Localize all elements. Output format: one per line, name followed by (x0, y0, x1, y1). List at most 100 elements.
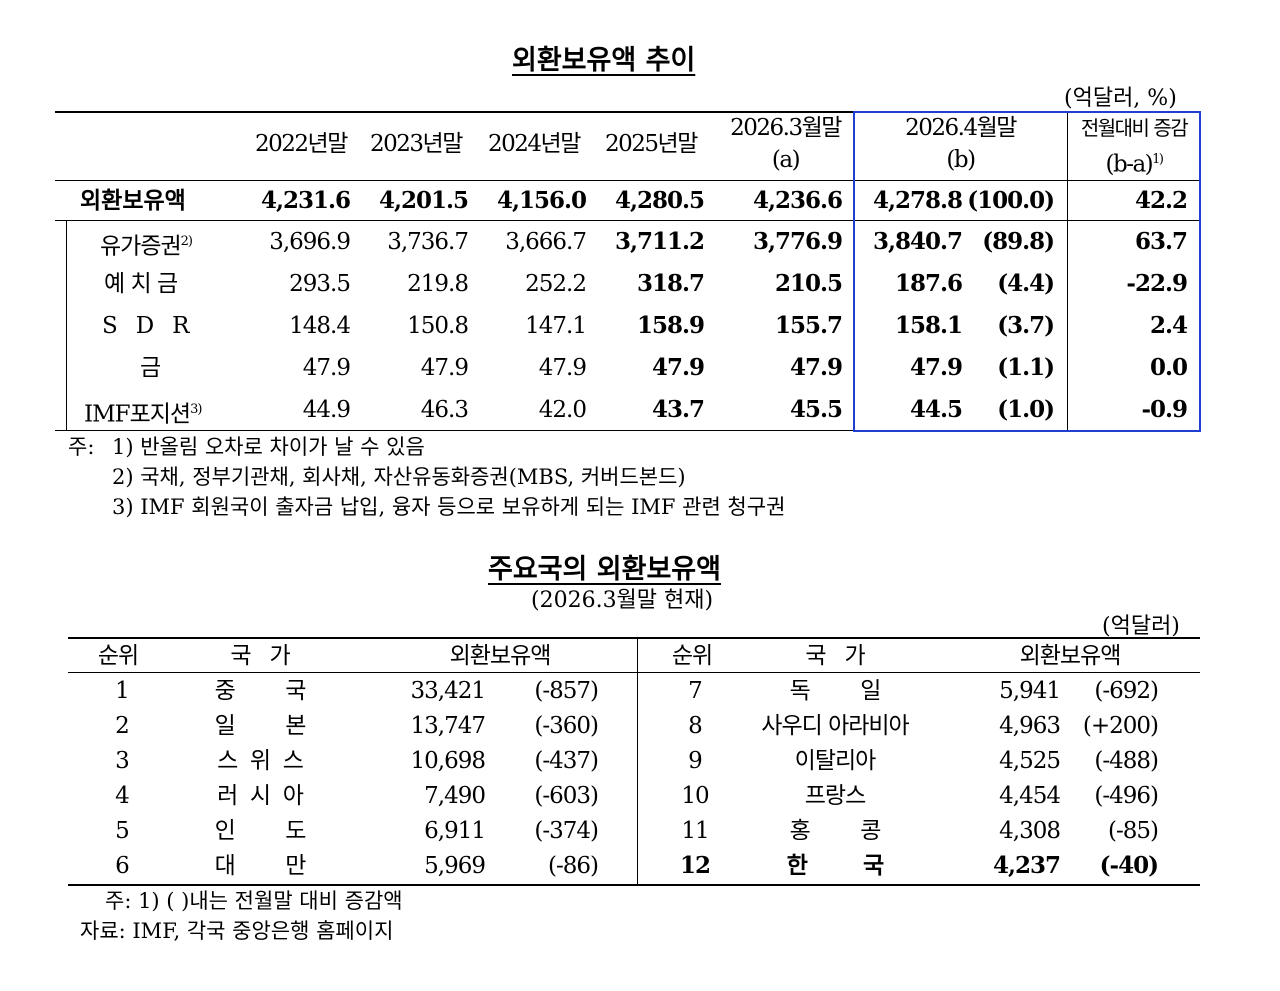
cell-2024: 252.2 (525, 271, 587, 297)
country-cell-right: 프랑스 (804, 783, 866, 809)
header-rule (55, 180, 1200, 181)
rank-cell-right: 12 (679, 852, 711, 879)
change-cell: (-603) (534, 783, 599, 809)
cell-2023: 46.3 (420, 397, 469, 423)
cell-apr: 158.1 (894, 312, 963, 339)
cell-share: (1.0) (997, 396, 1055, 423)
table-top-rule (55, 111, 1200, 113)
change-cell-right: (-496) (1094, 783, 1159, 809)
reserves-note-2: 2) 국채, 정부기관채, 회사채, 자산유동화증권(MBS, 커버드본드) (112, 465, 686, 489)
amount-cell: 13,747 (410, 713, 486, 739)
change-cell-right: (-488) (1094, 748, 1159, 774)
country-cell: 대 만 (214, 853, 307, 879)
cell-2025: 4,280.5 (614, 187, 705, 214)
amount-cell: 6,911 (424, 818, 486, 844)
row-label: 금 (140, 353, 161, 383)
row-label: 유가증권2) (100, 227, 193, 260)
cell-2022: 148.4 (289, 313, 351, 339)
cell-share: (100.0) (967, 187, 1055, 214)
amount-cell-right: 4,963 (999, 713, 1061, 739)
sub-items-left-rule (66, 221, 67, 430)
row-label-text: 유가증권 (100, 233, 182, 260)
row-label: 외환보유액 (80, 186, 186, 216)
country-header-left: 국 가 (230, 643, 290, 669)
change-cell: (-857) (534, 678, 599, 704)
ranking-title: 주요국의 외환보유액 (488, 554, 721, 585)
cell-2023: 47.9 (420, 355, 469, 381)
col-apr-line1: 2026.4월말 (905, 115, 1017, 141)
cell-mar: 47.9 (789, 354, 843, 381)
country-cell: 중 국 (214, 678, 307, 704)
change-cell: (-437) (534, 748, 599, 774)
row-label: S D R (102, 311, 189, 341)
cell-apr: 187.6 (894, 270, 963, 297)
cell-change: 63.7 (1134, 228, 1188, 255)
row-label-sup: 3) (190, 402, 202, 417)
cell-change: 0.0 (1149, 354, 1188, 381)
change-cell: (-374) (534, 818, 599, 844)
cell-apr: 47.9 (909, 354, 963, 381)
col-2025: 2025년말 (605, 131, 698, 157)
col-2023: 2023년말 (370, 131, 463, 157)
amount-cell: 33,421 (410, 678, 486, 704)
row-label-sup: 2) (180, 234, 193, 249)
ranking-subtitle: (2026.3월말 현재) (531, 588, 714, 613)
cell-2024: 42.0 (538, 397, 587, 423)
cell-mar: 4,236.6 (752, 187, 843, 214)
country-header-right: 국 가 (805, 643, 865, 669)
cell-2022: 44.9 (302, 397, 351, 423)
change-cell: (-86) (548, 853, 599, 879)
cell-2024: 4,156.0 (496, 187, 587, 214)
rank-cell-right: 11 (681, 818, 709, 844)
ranking-header-rule (68, 672, 1200, 673)
amount-cell: 7,490 (424, 783, 486, 809)
cell-mar: 210.5 (774, 270, 843, 297)
cell-2023: 150.8 (407, 313, 469, 339)
rank-cell: 6 (115, 853, 130, 879)
country-cell: 러 시 아 (217, 783, 304, 809)
amount-header-left: 외환보유액 (449, 643, 552, 669)
cell-2025: 43.7 (651, 396, 705, 423)
total-row-rule (55, 220, 1200, 221)
cell-change: 42.2 (1134, 187, 1188, 214)
ranking-source: 자료: IMF, 각국 중앙은행 홈페이지 (80, 919, 394, 943)
col-change-line2: (b-a)1) (1068, 145, 1200, 180)
reserves-note-3: 3) IMF 회원국이 출자금 납입, 융자 등으로 보유하게 되는 IMF 관… (112, 495, 786, 519)
change-cell: (-360) (534, 713, 599, 739)
cell-2023: 219.8 (407, 271, 469, 297)
cell-2025: 3,711.2 (614, 228, 705, 255)
reserves-note-1: 1) 반올림 오차로 차이가 날 수 있음 (112, 435, 425, 459)
cell-share: (1.1) (997, 354, 1055, 381)
ranking-note-1: 주: 1) ( )내는 전월말 대비 증감액 (105, 889, 403, 913)
cell-2023: 3,736.7 (387, 229, 469, 255)
cell-change: -22.9 (1126, 270, 1188, 297)
row-label: IMF포지션3) (84, 395, 202, 428)
col-mar-line2: (a) (771, 147, 801, 173)
country-cell-right: 한 국 (786, 852, 884, 879)
ranking-mid-divider (637, 639, 638, 884)
col-change-line1: 전월대비 증감 (1080, 116, 1189, 140)
row-label: 예 치 금 (104, 269, 178, 299)
cell-2022: 293.5 (289, 271, 351, 297)
country-cell: 일 본 (214, 713, 307, 739)
country-cell-right: 홍 콩 (789, 818, 882, 844)
cell-apr: 3,840.7 (872, 228, 963, 255)
cell-2024: 3,666.7 (505, 229, 587, 255)
ranking-unit: (억달러) (1102, 614, 1180, 639)
reserves-notes-prefix: 주: (68, 435, 95, 459)
amount-cell-right: 4,454 (999, 783, 1061, 809)
col-change-sup: 1) (1152, 152, 1164, 167)
amount-cell-right: 4,237 (992, 852, 1061, 879)
country-cell: 스 위 스 (217, 748, 304, 774)
cell-2024: 147.1 (525, 313, 587, 339)
rank-cell-right: 8 (688, 713, 703, 739)
cell-mar: 3,776.9 (752, 228, 843, 255)
amount-cell: 5,969 (424, 853, 486, 879)
cell-2025: 47.9 (651, 354, 705, 381)
cell-2023: 4,201.5 (378, 187, 469, 214)
row-label-text: 외환보유액 (80, 187, 186, 214)
amount-cell-right: 5,941 (999, 678, 1061, 704)
cell-share: (4.4) (997, 270, 1055, 297)
col-apr-line2: (b) (946, 147, 976, 173)
rank-cell-right: 7 (688, 678, 703, 704)
